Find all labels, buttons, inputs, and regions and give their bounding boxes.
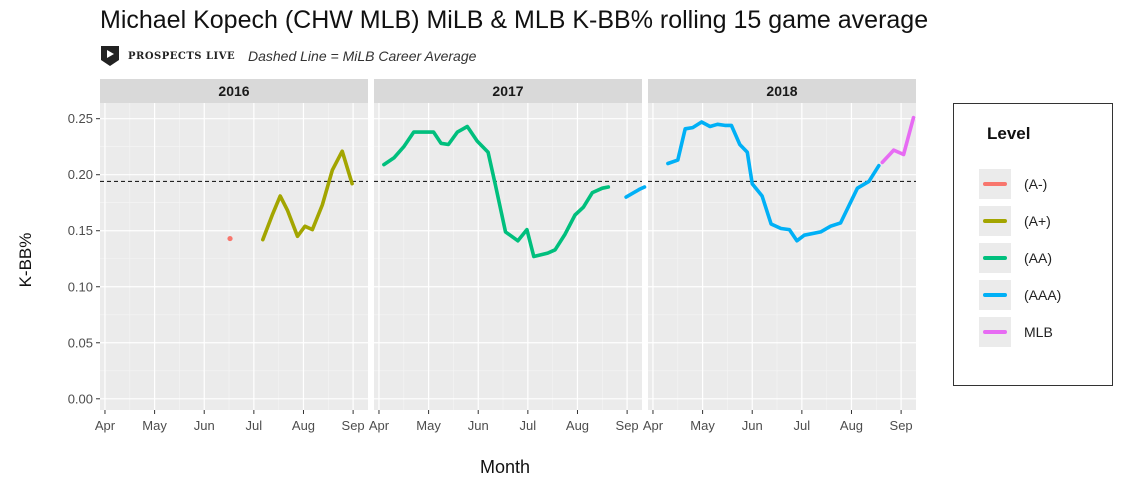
x-tick-label: May xyxy=(690,418,715,433)
series-line xyxy=(666,120,881,243)
legend-key xyxy=(979,317,1011,347)
data-point xyxy=(227,235,233,242)
chart-plot: 2016 Apr May Jun Jul Aug Sep 2017 Apr May Jun Jul Au… xyxy=(68,79,916,433)
y-axis-label: K-BB% xyxy=(16,232,35,288)
facet-label: 2016 xyxy=(218,83,249,99)
legend-item: MLB xyxy=(979,317,1053,347)
legend: Level (A-) (A+) (AA) (AAA) MLB xyxy=(953,103,1113,386)
x-tick-label: Sep xyxy=(890,418,913,433)
facet-label: 2017 xyxy=(492,83,523,99)
x-tick-label: Aug xyxy=(840,418,863,433)
x-tick-label: Jun xyxy=(194,418,215,433)
x-tick-label: Apr xyxy=(95,418,116,433)
legend-key xyxy=(979,243,1011,273)
x-tick-label: Jun xyxy=(742,418,763,433)
y-tick-label: 0.20 xyxy=(68,167,93,182)
legend-label: (AA) xyxy=(1024,250,1052,266)
y-tick-label: 0.10 xyxy=(68,279,93,294)
brand-name: PROSPECTS LIVE xyxy=(128,50,236,62)
panel-background xyxy=(100,103,368,410)
x-tick-label: May xyxy=(142,418,167,433)
x-tick-label: Apr xyxy=(643,418,664,433)
series-line xyxy=(260,149,354,242)
facet-strip xyxy=(648,79,916,103)
x-tick-label: May xyxy=(416,418,441,433)
y-tick-label: 0.05 xyxy=(68,335,93,350)
x-tick-label: Sep xyxy=(616,418,639,433)
facet-strip xyxy=(374,79,642,103)
legend-key xyxy=(979,169,1011,199)
legend-label: (A+) xyxy=(1024,213,1051,229)
legend-item: (A+) xyxy=(979,206,1051,236)
legend-label: (AAA) xyxy=(1024,287,1062,303)
x-tick-label: Jun xyxy=(468,418,489,433)
facet-label: 2018 xyxy=(766,83,797,99)
legend-item: (A-) xyxy=(979,169,1047,199)
y-tick-label: 0.00 xyxy=(68,391,93,406)
chart-subtitle: Dashed Line = MiLB Career Average xyxy=(248,48,477,64)
x-tick-label: Aug xyxy=(292,418,315,433)
play-icon xyxy=(101,46,119,66)
legend-item: (AA) xyxy=(979,243,1052,273)
x-tick-label: Jul xyxy=(794,418,811,433)
x-axis-label: Month xyxy=(479,457,531,477)
legend-label: (A-) xyxy=(1024,176,1048,192)
legend-item: (AAA) xyxy=(979,280,1061,310)
x-tick-label: Jul xyxy=(520,418,537,433)
legend-key xyxy=(979,280,1011,310)
legend-label: MLB xyxy=(1024,324,1053,340)
panel-background xyxy=(374,103,642,410)
legend-key xyxy=(979,206,1011,236)
x-tick-label: Jul xyxy=(246,418,263,433)
legend-title: Level xyxy=(987,124,1031,143)
facet-strip xyxy=(100,79,368,103)
series-line xyxy=(382,124,611,259)
brand-logo: PROSPECTS LIVE xyxy=(100,46,235,66)
series-line xyxy=(624,185,647,199)
series-line xyxy=(880,115,916,165)
chart-title: Michael Kopech (CHW MLB) MiLB & MLB K-BB… xyxy=(100,6,929,34)
x-tick-label: Sep xyxy=(342,418,365,433)
y-tick-label: 0.15 xyxy=(68,223,93,238)
x-tick-label: Apr xyxy=(369,418,390,433)
panel-background xyxy=(648,103,916,410)
x-tick-label: Aug xyxy=(566,418,589,433)
y-tick-label: 0.25 xyxy=(68,111,93,126)
